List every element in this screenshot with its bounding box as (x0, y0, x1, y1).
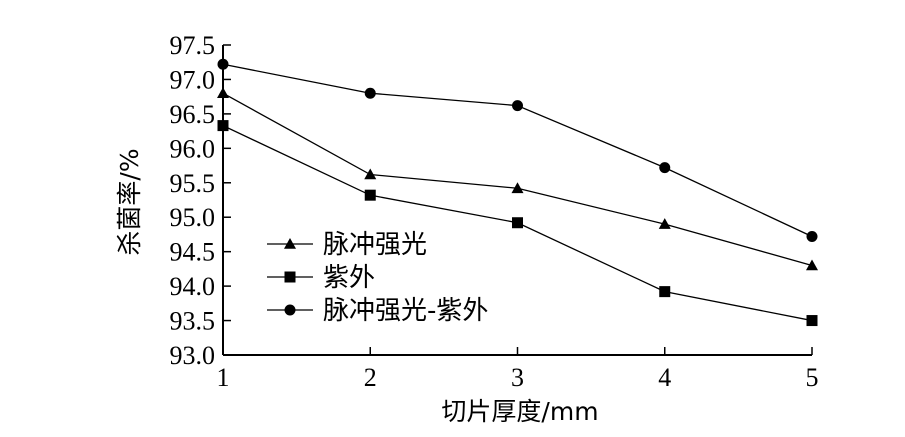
y-tick-label: 96.5 (170, 100, 216, 129)
triangle-point (511, 182, 524, 194)
circle-point (217, 58, 229, 70)
square-point (512, 217, 523, 229)
series-triangle (217, 87, 818, 271)
square-point (659, 286, 671, 298)
triangle-point (364, 168, 377, 180)
triangle-point (217, 87, 229, 99)
circle-point (659, 162, 671, 174)
y-tick-label: 94.5 (170, 238, 216, 267)
y-tick-label: 95.5 (170, 169, 216, 198)
y-tick-label: 93.5 (170, 307, 216, 336)
x-tick-label: 1 (217, 363, 230, 392)
circle-point (512, 100, 523, 112)
circle-point (364, 87, 376, 99)
legend-item: 脉冲强光 (267, 230, 427, 260)
y-tick-label: 97.0 (170, 65, 216, 94)
series-layer (217, 58, 818, 327)
y-tick-label: 94.0 (170, 272, 216, 301)
square-point (364, 189, 376, 201)
legend-label: 脉冲强光 (323, 230, 427, 260)
circle-point (806, 231, 818, 243)
x-tick-label: 3 (511, 363, 524, 392)
y-tick-label: 95.0 (170, 203, 216, 232)
series-circle (217, 58, 818, 243)
triangle-point (658, 218, 671, 229)
legend-label: 脉冲强光-紫外 (323, 296, 488, 326)
square-point (806, 315, 818, 327)
axes: 93.0 93.5 94.0 94.5 95.0 95.5 96.0 96.5 97.0 97.5… (170, 31, 819, 392)
x-tick-label: 2 (364, 363, 377, 392)
legend-triangle-marker (284, 238, 296, 249)
series-line (222, 63, 813, 238)
y-tick-label: 93.0 (170, 341, 216, 370)
y-axis-title: 杀菌率/% (115, 148, 144, 255)
square-point (217, 120, 229, 132)
x-tick-label: 4 (658, 363, 671, 392)
legend-label: 紫外 (323, 263, 375, 293)
x-tick-label: 5 (806, 363, 819, 392)
x-axis-title: 切片厚度/mm (441, 397, 598, 426)
legend-item: 脉冲强光-紫外 (267, 296, 488, 326)
legend-item: 紫外 (267, 263, 375, 293)
y-tick-label: 97.5 (170, 31, 216, 60)
legend-square-marker (284, 271, 296, 283)
series-line (222, 92, 813, 267)
triangle-point (806, 259, 818, 271)
legend-circle-marker (284, 304, 296, 316)
series-square (217, 120, 818, 327)
y-tick-label: 96.0 (170, 134, 216, 163)
